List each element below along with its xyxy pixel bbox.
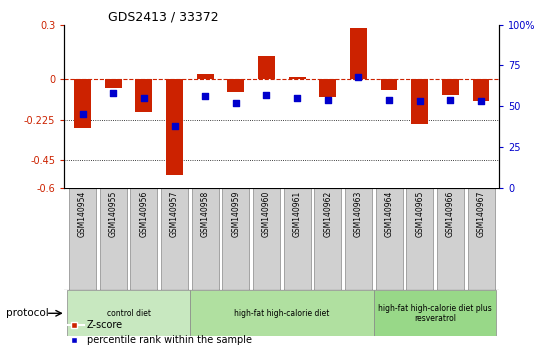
Bar xyxy=(437,188,464,290)
Bar xyxy=(105,79,122,88)
Text: GSM140963: GSM140963 xyxy=(354,191,363,237)
Text: GSM140966: GSM140966 xyxy=(446,191,455,237)
Point xyxy=(109,90,118,96)
Point xyxy=(140,95,148,101)
Bar xyxy=(228,79,244,92)
Point xyxy=(384,97,393,103)
Point xyxy=(232,100,240,106)
Bar xyxy=(258,56,275,79)
Bar xyxy=(473,79,489,101)
Bar xyxy=(161,188,188,290)
Point xyxy=(201,93,210,99)
Bar xyxy=(197,74,214,79)
Bar xyxy=(190,290,374,336)
Point xyxy=(415,98,424,104)
Point xyxy=(170,123,179,129)
Bar xyxy=(131,188,157,290)
Text: GSM140957: GSM140957 xyxy=(170,191,179,237)
Bar xyxy=(442,79,459,95)
Text: GSM140960: GSM140960 xyxy=(262,191,271,237)
Point xyxy=(446,97,455,103)
Bar xyxy=(374,290,497,336)
Bar xyxy=(319,79,336,97)
Bar xyxy=(381,79,397,90)
Bar xyxy=(222,188,249,290)
Text: GSM140967: GSM140967 xyxy=(477,191,485,237)
Bar xyxy=(100,188,127,290)
Bar xyxy=(67,290,190,336)
Point xyxy=(78,112,87,117)
Text: control diet: control diet xyxy=(107,309,151,318)
Point xyxy=(477,98,485,104)
Point xyxy=(323,97,332,103)
Text: GSM140959: GSM140959 xyxy=(232,191,240,237)
Point xyxy=(292,95,301,101)
Bar xyxy=(350,28,367,79)
Text: GSM140956: GSM140956 xyxy=(140,191,148,237)
Bar xyxy=(253,188,280,290)
Bar xyxy=(283,188,311,290)
Text: GSM140961: GSM140961 xyxy=(292,191,302,237)
Text: GSM140955: GSM140955 xyxy=(109,191,118,237)
Point xyxy=(262,92,271,98)
Legend: Z-score, percentile rank within the sample: Z-score, percentile rank within the samp… xyxy=(61,316,256,349)
Text: GSM140964: GSM140964 xyxy=(384,191,393,237)
Bar xyxy=(376,188,402,290)
Bar xyxy=(192,188,219,290)
Bar xyxy=(288,77,306,79)
Bar xyxy=(345,188,372,290)
Point xyxy=(354,74,363,80)
Bar xyxy=(74,79,91,128)
Text: high-fat high-calorie diet: high-fat high-calorie diet xyxy=(234,309,329,318)
Bar xyxy=(411,79,428,124)
Bar xyxy=(69,188,96,290)
Text: protocol: protocol xyxy=(6,308,49,318)
Text: GSM140958: GSM140958 xyxy=(201,191,210,237)
Text: GSM140954: GSM140954 xyxy=(78,191,87,237)
Text: GSM140962: GSM140962 xyxy=(323,191,332,237)
Bar xyxy=(468,188,494,290)
Text: high-fat high-calorie diet plus
resveratrol: high-fat high-calorie diet plus resverat… xyxy=(378,304,492,323)
Bar xyxy=(166,79,183,175)
Text: GSM140965: GSM140965 xyxy=(415,191,424,237)
Bar xyxy=(406,188,433,290)
Text: GDS2413 / 33372: GDS2413 / 33372 xyxy=(108,11,218,24)
Bar xyxy=(136,79,152,112)
Bar xyxy=(314,188,341,290)
